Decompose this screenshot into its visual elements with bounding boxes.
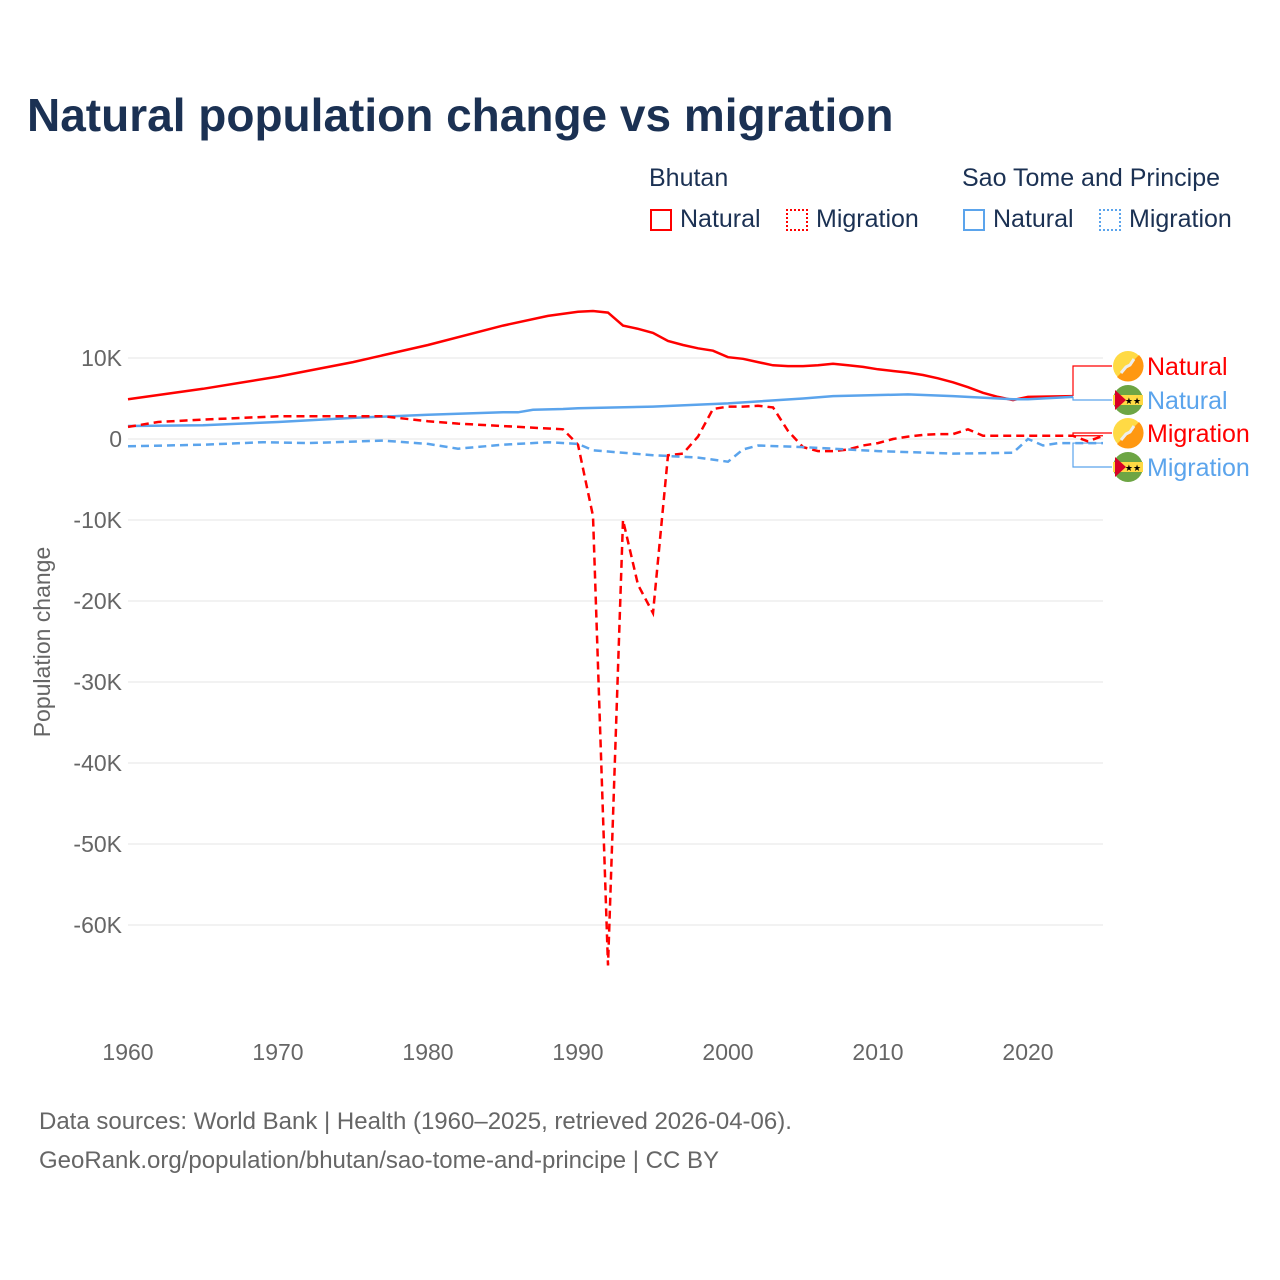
stp-flag-band bbox=[1113, 395, 1143, 405]
legend-item-stp-migration[interactable]: Migration bbox=[1129, 205, 1232, 233]
y-tick-label: -20K bbox=[73, 588, 122, 614]
bhutan-flag-dragon bbox=[1119, 358, 1136, 374]
label-connector bbox=[1072, 396, 1112, 401]
y-tick-label: -10K bbox=[73, 507, 122, 533]
y-tick-label: 10K bbox=[81, 345, 123, 371]
x-tick-label: 1990 bbox=[552, 1039, 603, 1065]
y-tick-label: -40K bbox=[73, 750, 122, 776]
series-end-label: Migration bbox=[1147, 420, 1250, 448]
series-end-label: Natural bbox=[1147, 387, 1228, 415]
series-line-sao-tome-and-principe-natural bbox=[127, 393, 1074, 428]
footer-sources: Data sources: World Bank | Health (1960–… bbox=[39, 1108, 792, 1135]
label-connector bbox=[1072, 432, 1112, 437]
legend-swatch-stp-natural bbox=[963, 209, 985, 231]
footer-link[interactable]: GeoRank.org/population/bhutan/sao-tome-a… bbox=[39, 1147, 719, 1174]
legend-group-stp: Sao Tome and Principe bbox=[962, 164, 1221, 192]
y-tick-label: -60K bbox=[73, 912, 122, 938]
legend-item-stp-natural[interactable]: Natural bbox=[993, 205, 1074, 233]
x-tick-label: 2000 bbox=[702, 1039, 753, 1065]
series-end-label: Natural bbox=[1147, 353, 1228, 381]
y-tick-label: -30K bbox=[73, 669, 122, 695]
stp-flag-triangle bbox=[1115, 390, 1126, 410]
stp-flag-stars: ★★ bbox=[1125, 396, 1141, 406]
series-line-sao-tome-and-principe-migration bbox=[127, 437, 1103, 464]
series-end-label: Migration bbox=[1147, 454, 1250, 482]
legend-item-bhutan-migration[interactable]: Migration bbox=[816, 205, 919, 233]
label-connector bbox=[1072, 365, 1112, 397]
bhutan-flag-orange bbox=[1117, 355, 1144, 382]
y-tick-label: -50K bbox=[73, 831, 122, 857]
legend-swatch-bhutan-migration bbox=[786, 209, 808, 231]
legend-swatch-bhutan-natural bbox=[650, 209, 672, 231]
y-axis-label: Population change bbox=[29, 547, 55, 738]
series-line-bhutan-natural bbox=[127, 309, 1074, 402]
chart-title: Natural population change vs migration bbox=[27, 89, 894, 141]
legend-item-bhutan-natural[interactable]: Natural bbox=[680, 205, 761, 233]
legend-swatch-stp-migration bbox=[1099, 209, 1121, 231]
stp-flag-stars: ★★ bbox=[1125, 463, 1141, 473]
x-tick-label: 1980 bbox=[402, 1039, 453, 1065]
y-tick-label: 0 bbox=[109, 426, 122, 452]
bhutan-flag-dragon bbox=[1119, 425, 1136, 441]
label-connector bbox=[1072, 442, 1112, 468]
stp-flag-band bbox=[1113, 462, 1143, 472]
legend-group-bhutan: Bhutan bbox=[649, 164, 729, 192]
stp-flag-triangle bbox=[1115, 457, 1126, 477]
x-tick-label: 2020 bbox=[1002, 1039, 1053, 1065]
series-line-bhutan-migration bbox=[127, 404, 1104, 966]
x-tick-label: 1960 bbox=[102, 1039, 153, 1065]
bhutan-flag-orange bbox=[1117, 422, 1144, 449]
x-tick-label: 2010 bbox=[852, 1039, 903, 1065]
x-tick-label: 1970 bbox=[252, 1039, 303, 1065]
